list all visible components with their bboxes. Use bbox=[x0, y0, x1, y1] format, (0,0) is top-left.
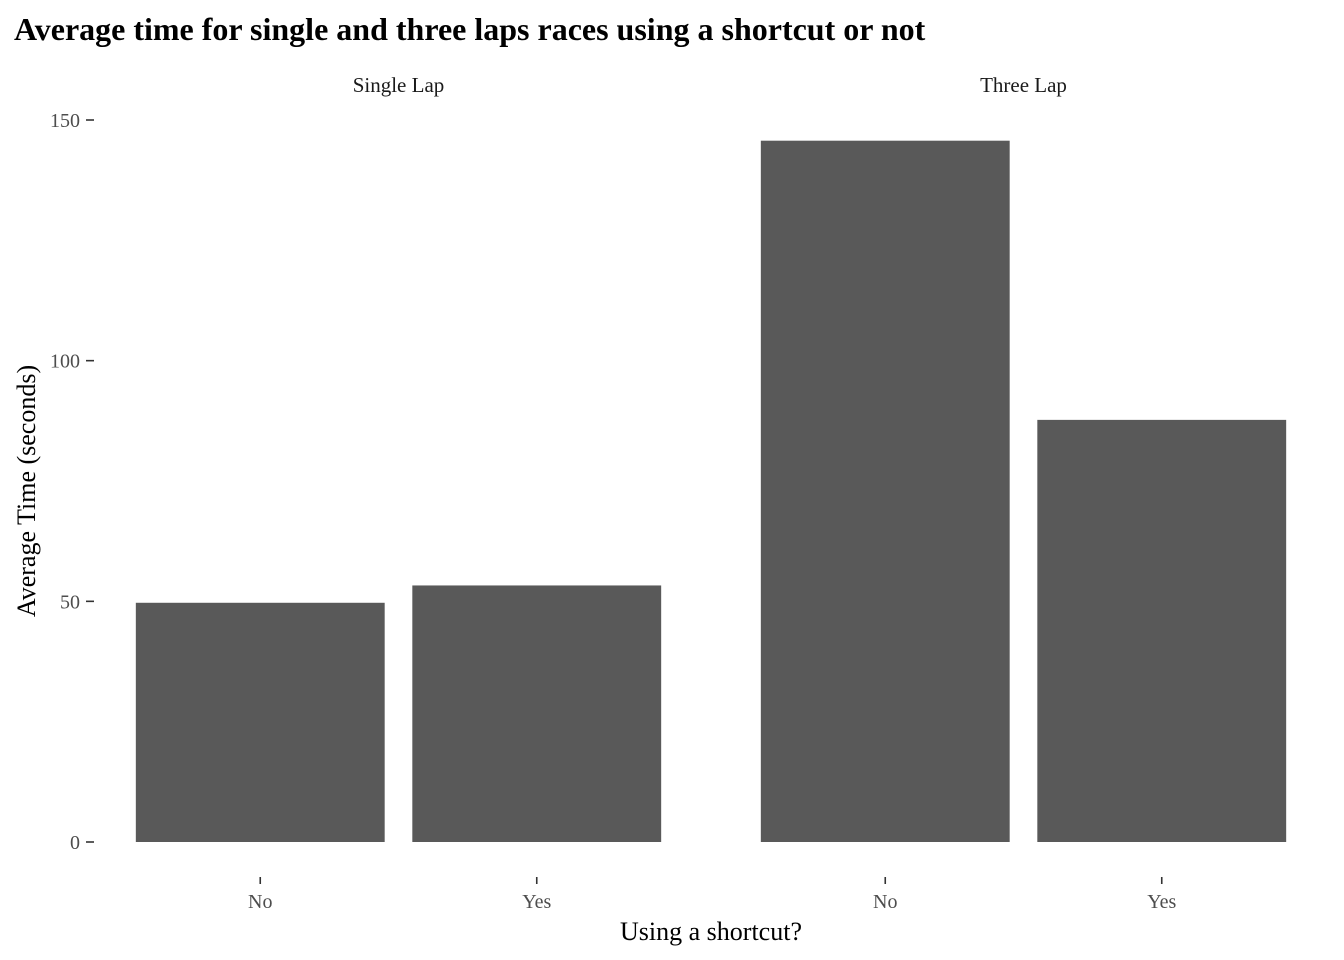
facet-strip-label: Three Lap bbox=[980, 73, 1067, 97]
x-tick-label: No bbox=[873, 891, 897, 913]
facet-strip-label: Single Lap bbox=[353, 73, 445, 97]
facets: Single Lap No Yes Three Lap No Yes bbox=[135, 73, 1287, 913]
bar bbox=[1037, 419, 1287, 842]
facet-panel: Three Lap No Yes bbox=[760, 73, 1287, 913]
y-tick-label: 50 bbox=[60, 591, 80, 613]
y-axis-title: Average Time (seconds) bbox=[12, 365, 41, 617]
x-tick-label: Yes bbox=[1147, 891, 1176, 913]
y-tick-label: 150 bbox=[50, 110, 80, 132]
x-tick-label: Yes bbox=[522, 891, 551, 913]
bar bbox=[135, 602, 385, 842]
y-axis: 0 50 100 150 bbox=[50, 110, 94, 854]
x-tick-label: No bbox=[248, 891, 272, 913]
chart-title: Average time for single and three laps r… bbox=[14, 11, 926, 47]
y-tick-label: 100 bbox=[50, 351, 80, 373]
bar bbox=[412, 585, 662, 842]
bar bbox=[760, 140, 1010, 842]
facet-panel: Single Lap No Yes bbox=[135, 73, 662, 913]
y-tick-label: 0 bbox=[70, 832, 80, 854]
x-axis-title: Using a shortcut? bbox=[620, 917, 802, 946]
